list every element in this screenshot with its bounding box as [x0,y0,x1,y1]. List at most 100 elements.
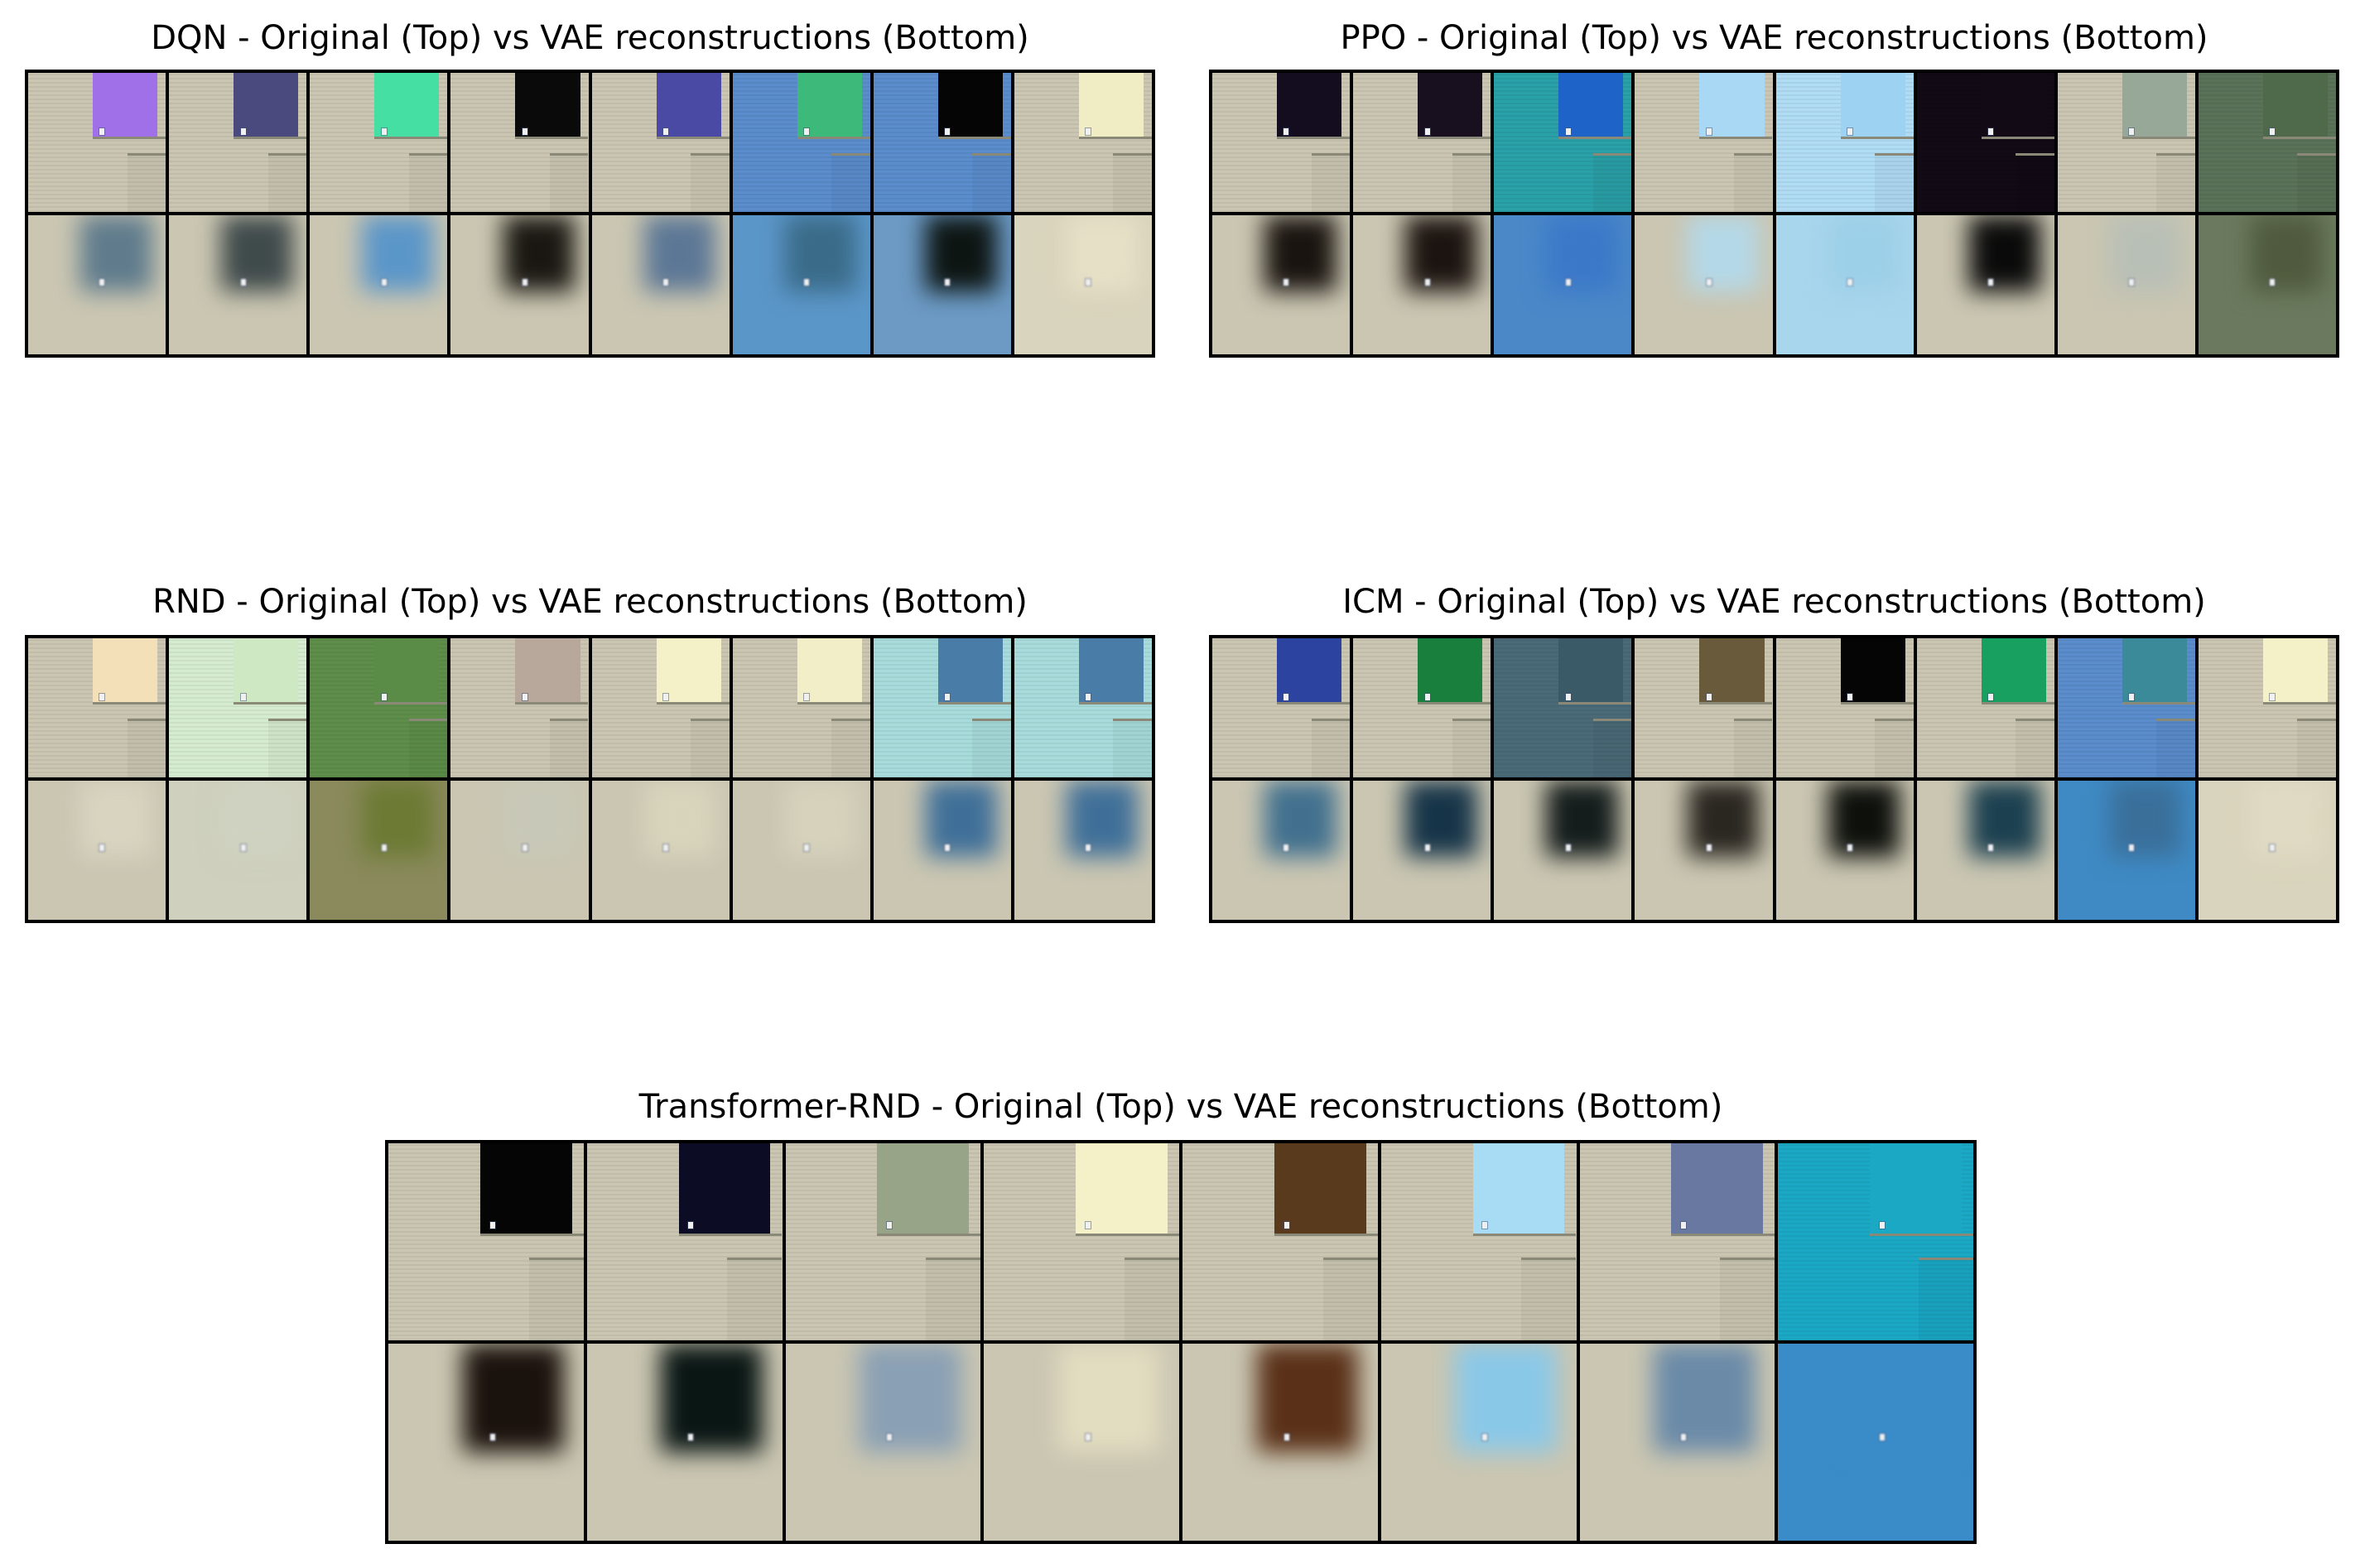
original-frame [1014,638,1152,777]
scene-region [2109,215,2182,292]
agent-sprite [945,279,951,286]
ledge [234,137,307,140]
reconstruction-frame [169,781,307,920]
ledge [374,702,448,705]
agent-sprite [1284,1222,1289,1229]
agent-sprite [381,844,387,852]
original-frame [1916,638,2054,777]
agent-sprite [1681,1434,1687,1441]
reconstruction-frame [1014,781,1152,920]
scene-region [797,638,862,703]
panel-icm: ICM - Original (Top) vs VAE reconstructi… [1209,582,2339,923]
agent-sprite [1847,844,1852,852]
step-block [1918,1258,1973,1340]
step-block [1124,1258,1179,1340]
step-block [1452,719,1491,777]
reconstruction-frame [1635,781,1773,920]
scene-region [1546,215,1618,292]
agent-sprite [1424,694,1430,701]
step-block [831,153,870,212]
original-frame [2057,638,2195,777]
reconstruction-frame [1014,215,1152,354]
scene-region [656,73,721,137]
image-grid [25,635,1155,923]
scene-region [784,215,857,292]
step-block [2156,153,2195,212]
reconstruction-frame [591,215,730,354]
scene-region [1870,1143,1962,1234]
agent-sprite [1482,1222,1488,1229]
agent-sprite [804,694,809,701]
original-frame [2057,73,2195,212]
agent-sprite [240,279,246,286]
agent-sprite [2270,844,2276,852]
step-block [408,719,448,777]
step-block [727,1258,783,1340]
reconstruction-frame [450,781,589,920]
agent-sprite [1565,694,1571,701]
ledge [937,137,1011,140]
scene-region [1264,215,1337,292]
scene-region [1654,1344,1756,1452]
panel-title: RND - Original (Top) vs VAE reconstructi… [152,583,1028,621]
original-frame [586,1143,783,1340]
step-block [1592,719,1632,777]
reconstruction-frame [1635,215,1773,354]
panel-transformer-rnd: Transformer-RND - Original (Top) vs VAE … [385,1087,1977,1544]
agent-sprite [1085,1222,1091,1229]
original-frame [388,1143,584,1340]
agent-sprite [945,844,951,852]
agent-sprite [522,694,527,701]
scene-region [925,781,998,858]
scene-region [2122,638,2187,703]
scene-region [678,1143,771,1234]
scene-region [1076,1143,1168,1234]
agent-sprite [1565,128,1571,136]
scene-region [1828,781,1900,858]
scene-region [656,638,721,703]
scene-region [1078,73,1144,137]
agent-sprite [2129,128,2135,136]
step-block [2297,719,2336,777]
original-frame [873,638,1011,777]
reconstruction-frame [1212,215,1351,354]
agent-sprite [804,279,809,286]
agent-sprite [688,1222,694,1229]
original-frame [1916,73,2054,212]
original-frame [28,638,166,777]
scene-region [1418,638,1483,703]
scene-region [1277,638,1342,703]
original-frame [450,638,589,777]
scene-region [937,638,1003,703]
ledge [1076,1234,1179,1237]
ledge [1277,702,1351,705]
original-frame [28,73,166,212]
scene-region [479,1143,572,1234]
agent-sprite [1988,279,1993,286]
scene-region [797,73,862,137]
reconstruction-frame [2198,215,2336,354]
original-frame [591,73,730,212]
scene-region [234,638,299,703]
scene-region [925,215,998,292]
original-frame [1635,638,1773,777]
reconstruction-frame [732,215,870,354]
image-grid [1209,70,2339,358]
agent-sprite [1086,279,1091,286]
scene-region [374,638,440,703]
reconstruction-frame [732,781,870,920]
agent-sprite [99,694,105,701]
agent-sprite [381,279,387,286]
agent-sprite [489,1434,495,1441]
ledge [1078,137,1152,140]
original-frame [1494,73,1632,212]
agent-sprite [240,844,246,852]
reconstruction-frame [28,215,166,354]
ledge [678,1234,783,1237]
ledge [656,702,730,705]
reconstruction-frame [1494,781,1632,920]
reconstruction-frame [1380,1344,1577,1541]
image-grid [1209,635,2339,923]
scene-region [2262,73,2329,137]
scene-region [661,1344,763,1452]
